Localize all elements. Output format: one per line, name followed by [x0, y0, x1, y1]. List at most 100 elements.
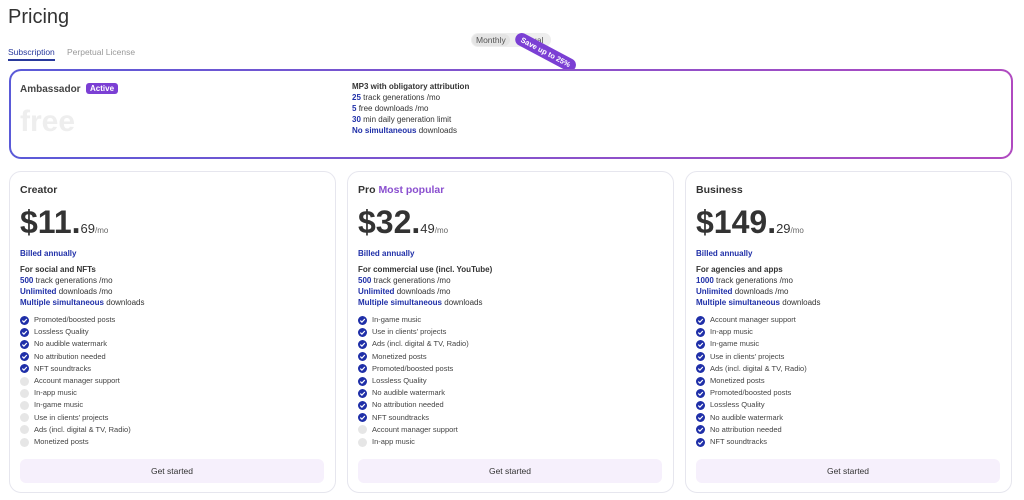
feature-text: Monetized posts [372, 351, 427, 361]
highlight-row: 500 track generations /mo [20, 276, 113, 285]
check-icon [20, 315, 29, 325]
highlight-row: Unlimited downloads /mo [696, 287, 789, 296]
feature-row: Use in clients' projects [20, 413, 108, 423]
tab[interactable]: Subscription [8, 47, 55, 61]
feature-text: In-app music [372, 437, 415, 446]
feature-text: Ads (incl. digital & TV, Radio) [34, 424, 131, 434]
highlight-text: downloads [418, 126, 457, 135]
feature-text: Ads (incl. digital & TV, Radio) [372, 339, 469, 349]
check-mark [359, 354, 366, 360]
plan-name: Pro [358, 184, 376, 196]
check-mark [697, 354, 704, 360]
feature-row: In-app music [20, 388, 77, 398]
check-mark [697, 440, 704, 445]
check-mark [697, 318, 704, 323]
highlight-text: free downloads /mo [358, 104, 429, 113]
check-mark [697, 342, 704, 347]
feature-text: Lossless Quality [372, 376, 427, 385]
feature-row: NFT soundtracks [696, 437, 767, 447]
price-row: $32.49/mo [358, 204, 448, 241]
check-icon [696, 400, 705, 410]
highlight-row: Multiple simultaneous downloads [358, 298, 483, 307]
highlight-text: downloads /mo [734, 287, 789, 296]
highlight-value: 30 [352, 115, 361, 124]
highlight-row: 1000 track generations /mo [696, 276, 793, 285]
check-mark [359, 379, 366, 384]
feature-row: Promoted/boosted posts [358, 364, 453, 374]
check-icon [696, 352, 705, 362]
highlight-row: Multiple simultaneous downloads [20, 298, 145, 307]
check-icon [358, 339, 367, 349]
feature-row: Lossless Quality [696, 400, 765, 410]
feature-text: Lossless Quality [710, 400, 765, 410]
feature-row: No attribution needed [696, 425, 782, 435]
feature-text: Monetized posts [710, 376, 765, 385]
feature-row: Lossless Quality [20, 327, 89, 337]
highlight-value: Unlimited [20, 287, 57, 296]
check-icon [20, 364, 29, 374]
check-icon [358, 352, 367, 362]
check-mark [21, 366, 28, 372]
feature-row: In-game music [20, 400, 83, 410]
check-mark [359, 366, 366, 372]
feature-row: Ads (incl. digital & TV, Radio) [20, 425, 131, 435]
feature-row: Account manager support [358, 425, 458, 435]
feature-text: In-game music [34, 400, 84, 410]
highlight-text: track generations /mo [373, 276, 451, 285]
get-started-button[interactable]: Get started [696, 459, 1000, 483]
audience: For social and NFTs [20, 265, 96, 274]
feature-row: No attribution needed [358, 400, 444, 410]
feature-text: Promoted/boosted posts [710, 388, 792, 398]
plan-price: free [20, 105, 76, 138]
plan-name-row: Creator [20, 184, 57, 196]
price-row: $149.29/mo [696, 204, 804, 241]
feature-row: Account manager support [20, 376, 120, 386]
check-icon [696, 437, 705, 447]
check-mark [359, 403, 366, 408]
check-icon [696, 364, 705, 374]
highlight-row: 5 free downloads /mo [352, 104, 429, 113]
get-started-button[interactable]: Get started [20, 459, 324, 483]
highlight-row: Unlimited downloads /mo [20, 287, 113, 296]
check-icon-disabled [20, 425, 29, 435]
highlight-text: downloads [782, 298, 821, 307]
check-icon [696, 425, 705, 435]
highlight-value: 1000 [696, 276, 714, 285]
ambassador-card-body: Ambassador Active free MP3 with obligatory … [11, 71, 1011, 157]
get-started-button[interactable]: Get started [358, 459, 662, 483]
check-icon [696, 327, 705, 337]
feature-row: No attribution needed [20, 352, 106, 362]
feature-row: Lossless Quality [358, 376, 427, 386]
check-icon-disabled [20, 437, 29, 447]
check-icon-disabled [20, 400, 29, 410]
price-period: /mo [790, 226, 804, 235]
highlight-text: downloads [106, 298, 145, 307]
check-mark [21, 330, 28, 335]
plan-tag: Most popular [378, 184, 445, 196]
feature-text: In-app music [710, 327, 753, 337]
check-icon [696, 413, 705, 423]
check-mark [359, 342, 366, 347]
highlight-text: min daily generation limit [363, 115, 452, 124]
check-icon-disabled [20, 388, 29, 398]
toggle-option[interactable]: Monthly [472, 34, 510, 46]
feature-text: Account manager support [710, 315, 796, 324]
check-mark [697, 366, 704, 372]
highlight-value: 500 [358, 276, 372, 285]
check-mark [697, 391, 704, 396]
plan-card: Creator $11.69/mo Billed annually For socia… [9, 171, 336, 493]
price-period: /mo [94, 226, 109, 235]
tab[interactable]: Perpetual License [67, 47, 136, 57]
check-icon-disabled [20, 413, 29, 423]
feature-text: In-game music [710, 339, 760, 349]
feature-text: NFT soundtracks [372, 412, 429, 422]
feature-row: In-game music [358, 315, 421, 325]
check-icon [696, 376, 705, 386]
check-mark [21, 354, 28, 360]
feature-text: No attribution needed [710, 424, 782, 434]
plan-name: Business [696, 184, 743, 196]
feature-text: Monetized posts [34, 437, 89, 446]
plan-name-row: Pro Most popular [358, 184, 444, 196]
feature-row: Monetized posts [358, 352, 427, 362]
